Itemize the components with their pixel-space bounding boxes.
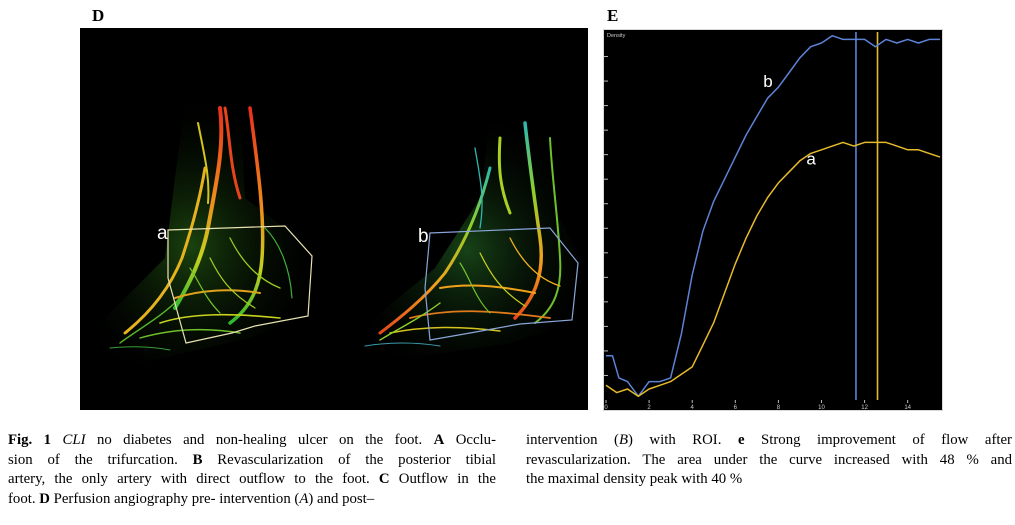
roi-label-b: b xyxy=(418,226,429,247)
caption-text: C xyxy=(378,471,390,487)
caption-text: artery, the only artery with direct outf… xyxy=(8,471,379,487)
curve-label-b: b xyxy=(763,72,772,91)
foot-pre-intervention xyxy=(90,103,315,363)
caption-text: Fig. 1 xyxy=(8,432,52,448)
density-corner-label: Density xyxy=(607,33,626,39)
caption-text: D xyxy=(39,490,50,507)
caption-line: intervention (B) with ROI. e Strong impr… xyxy=(526,431,1012,451)
x-tick-label: 14 xyxy=(904,405,911,410)
caption-line: artery, the only artery with direct outf… xyxy=(8,470,496,490)
caption-text: B xyxy=(618,432,628,448)
caption-text: revascularization. The area under the cu… xyxy=(526,451,1012,468)
angiography-illustration xyxy=(90,103,580,363)
series-line-a xyxy=(605,141,941,398)
x-tick-label: 10 xyxy=(818,405,825,410)
density-curve-chart: 0 2 4 6 8 10 12 14 Density b a xyxy=(603,29,943,411)
caption-text: B xyxy=(192,451,203,468)
caption-text: ) and post– xyxy=(308,490,375,507)
panel-label-d: D xyxy=(92,6,105,25)
x-tick-label: 6 xyxy=(734,405,738,410)
caption-text: ) with ROI. xyxy=(627,432,738,448)
x-tick-label: 2 xyxy=(647,405,651,410)
x-tick-label: 0 xyxy=(604,405,608,410)
x-tick-label: 4 xyxy=(691,405,695,410)
caption-line: revascularization. The area under the cu… xyxy=(526,451,1012,471)
caption-line: foot. D Perfusion angiography pre- inter… xyxy=(8,490,496,510)
roi-label-a: a xyxy=(157,223,168,244)
caption-text: Revascularization of the posterior tibia… xyxy=(202,451,496,468)
figure-caption-right: intervention (B) with ROI. e Strong impr… xyxy=(526,431,1012,490)
caption-text: e xyxy=(737,432,745,448)
caption-text: Occlu- xyxy=(444,432,496,448)
caption-text: no diabetes and non-healing ulcer on the… xyxy=(85,432,434,448)
caption-line: Fig. 1 CLI no diabetes and non-healing u… xyxy=(8,431,496,451)
caption-text: Outflow in the xyxy=(389,471,496,487)
figure-caption-left: Fig. 1 CLI no diabetes and non-healing u… xyxy=(8,431,496,509)
series-line-b xyxy=(606,34,940,398)
caption-text xyxy=(51,432,62,448)
caption-text: foot. xyxy=(8,490,40,507)
caption-line: sion of the trifurcation. B Revasculariz… xyxy=(8,451,496,471)
caption-line: the maximal density peak with 40 % xyxy=(526,470,1012,490)
caption-text: CLI xyxy=(62,432,86,448)
foot-post-intervention xyxy=(355,118,580,358)
caption-text: sion of the trifurcation. xyxy=(8,451,193,468)
x-tick-label: 12 xyxy=(861,405,868,410)
caption-text: Strong improvement of flow after xyxy=(744,432,1012,448)
caption-text: A xyxy=(433,432,445,448)
caption-text: intervention ( xyxy=(526,432,619,448)
curve-label-a: a xyxy=(806,149,816,168)
caption-text: A xyxy=(299,490,309,507)
caption-text: Perfusion angiography pre- intervention … xyxy=(49,490,300,507)
panel-label-e: E xyxy=(607,6,619,25)
angiography-image: a b xyxy=(80,28,588,410)
density-chart-svg: 0 2 4 6 8 10 12 14 Density b a xyxy=(604,32,941,410)
x-tick-label: 8 xyxy=(777,405,781,410)
caption-text: the maximal density peak with 40 % xyxy=(526,471,743,487)
